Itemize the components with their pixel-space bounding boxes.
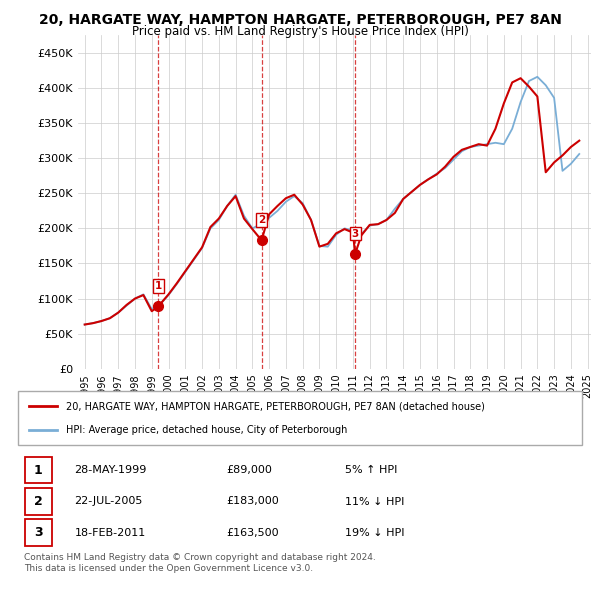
Text: £89,000: £89,000 (227, 466, 272, 476)
FancyBboxPatch shape (25, 519, 52, 546)
Text: 19% ↓ HPI: 19% ↓ HPI (345, 527, 404, 537)
Text: 20, HARGATE WAY, HAMPTON HARGATE, PETERBOROUGH, PE7 8AN: 20, HARGATE WAY, HAMPTON HARGATE, PETERB… (38, 13, 562, 27)
Text: 18-FEB-2011: 18-FEB-2011 (74, 527, 146, 537)
Text: 3: 3 (34, 526, 43, 539)
Text: 28-MAY-1999: 28-MAY-1999 (74, 466, 147, 476)
Text: 11% ↓ HPI: 11% ↓ HPI (345, 497, 404, 506)
Text: 1: 1 (34, 464, 43, 477)
Text: Price paid vs. HM Land Registry's House Price Index (HPI): Price paid vs. HM Land Registry's House … (131, 25, 469, 38)
FancyBboxPatch shape (25, 489, 52, 514)
Text: £163,500: £163,500 (227, 527, 280, 537)
Text: £183,000: £183,000 (227, 497, 280, 506)
Text: Contains HM Land Registry data © Crown copyright and database right 2024.: Contains HM Land Registry data © Crown c… (24, 553, 376, 562)
Text: This data is licensed under the Open Government Licence v3.0.: This data is licensed under the Open Gov… (24, 564, 313, 573)
FancyBboxPatch shape (25, 457, 52, 483)
Text: 1: 1 (155, 281, 162, 291)
Text: 3: 3 (352, 228, 359, 238)
FancyBboxPatch shape (18, 391, 582, 445)
Text: 22-JUL-2005: 22-JUL-2005 (74, 497, 143, 506)
Text: 20, HARGATE WAY, HAMPTON HARGATE, PETERBOROUGH, PE7 8AN (detached house): 20, HARGATE WAY, HAMPTON HARGATE, PETERB… (66, 401, 485, 411)
Text: 5% ↑ HPI: 5% ↑ HPI (345, 466, 397, 476)
Text: HPI: Average price, detached house, City of Peterborough: HPI: Average price, detached house, City… (66, 425, 347, 435)
Text: 2: 2 (34, 495, 43, 508)
Text: 2: 2 (258, 215, 265, 225)
